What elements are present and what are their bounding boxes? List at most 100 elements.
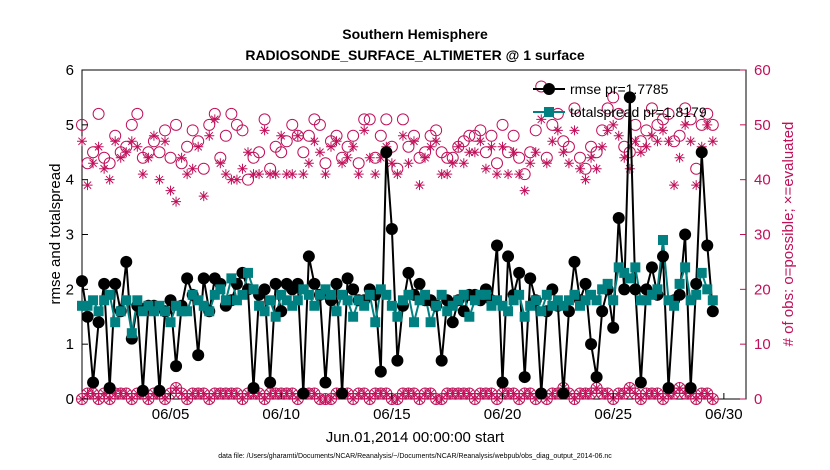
y-right-tick-label: 40 [754,172,771,189]
obs-evaluated-point [198,191,209,202]
totalspread-point [303,289,314,300]
obs-evaluated-point [530,147,541,158]
obs-evaluated-point [226,174,237,185]
y-left-tick-label: 2 [66,281,74,298]
obs-evaluated-point [630,388,641,399]
obs-possible-point [203,118,216,131]
obs-evaluated-point [259,125,270,136]
obs-evaluated-point [530,394,541,404]
obs-evaluated-point [171,196,182,207]
obs-evaluated-point [110,136,121,147]
obs-possible-point [242,173,254,186]
obs-evaluated-point [126,394,137,404]
rmse-point [623,91,636,104]
obs-evaluated-point [442,388,453,399]
obs-evaluated-point [276,130,287,141]
obs-evaluated-point [685,136,696,147]
obs-possible-point [662,107,675,120]
obs-evaluated-point [447,158,458,169]
footer-note: data file: /Users/gharamti/Documents/NCA… [218,453,612,460]
totalspread-point [586,289,597,300]
y-left-tick-label: 3 [66,227,74,244]
obs-evaluated-point [281,388,292,399]
obs-evaluated-point [209,388,220,399]
totalspread-point [287,300,298,311]
totalspread-point [204,306,215,317]
rmse-point [308,277,321,290]
obs-evaluated-point [132,141,143,152]
obs-evaluated-point [104,174,115,185]
obs-evaluated-point [619,152,630,163]
obs-evaluated-point [148,130,159,141]
obs-evaluated-point [624,383,635,394]
totalspread-point [691,289,702,300]
obs-evaluated-point [348,394,359,404]
obs-evaluated-point [292,394,303,404]
totalspread-point [591,295,602,306]
rmse-point [612,212,625,225]
obs-evaluated-point [597,388,608,399]
obs-possible-point [125,118,138,131]
obs-evaluated-point [547,388,558,399]
obs-evaluated-point [447,388,458,399]
totalspread-point [331,306,342,317]
totalspread-point [503,306,514,317]
y-right-tick-label: 50 [754,117,771,134]
obs-possible-point [170,118,183,131]
obs-possible-point [562,140,575,153]
totalspread-point [707,295,718,306]
obs-evaluated-point [254,388,265,399]
obs-possible-point [402,140,415,153]
obs-possible-point [507,129,520,142]
rmse-point [513,266,526,279]
obs-evaluated-point [309,388,320,399]
obs-evaluated-point [259,394,270,404]
totalspread-point [442,306,453,317]
obs-possible-point [673,129,686,142]
totalspread-point [613,262,624,273]
obs-possible-point [601,102,614,115]
obs-evaluated-point [469,394,480,404]
obs-evaluated-point [514,394,525,404]
obs-evaluated-point [265,169,276,180]
obs-evaluated-point [204,394,215,404]
obs-possible-point [197,162,210,175]
obs-evaluated-point [348,141,359,152]
rmse-point [502,250,515,263]
totalspread-point [160,306,170,317]
obs-evaluated-point [392,169,403,180]
rmse-point [579,277,592,290]
obs-evaluated-point [497,141,508,152]
totalspread-point [93,306,104,317]
obs-evaluated-point [88,158,99,169]
obs-evaluated-point [464,388,475,399]
totalspread-point [187,289,198,300]
obs-evaluated-point [237,394,248,404]
rmse-point [657,250,669,263]
obs-evaluated-point [414,180,425,191]
totalspread-point [425,317,436,328]
obs-evaluated-point [580,388,591,399]
totalspread-point [215,284,226,295]
totalspread-point [82,300,93,311]
totalspread-point [552,295,563,306]
obs-evaluated-point [182,169,193,180]
obs-evaluated-point [187,163,198,174]
rmse-point [264,376,277,389]
obs-evaluated-point [586,388,597,399]
obs-evaluated-point [575,163,585,174]
rmse-point [87,376,100,389]
totalspread-point [237,289,248,300]
obs-evaluated-point [331,136,342,147]
obs-evaluated-point [525,388,536,399]
y-left-tick-label: 1 [66,336,74,353]
obs-evaluated-point [204,130,215,141]
obs-evaluated-point [591,163,602,174]
obs-evaluated-point [248,169,259,180]
rmse-point [695,146,708,159]
obs-evaluated-point [536,114,547,125]
rmse-series-line [81,97,714,394]
obs-evaluated-point [458,158,469,169]
obs-evaluated-point [171,383,182,394]
totalspread-point [646,289,657,300]
